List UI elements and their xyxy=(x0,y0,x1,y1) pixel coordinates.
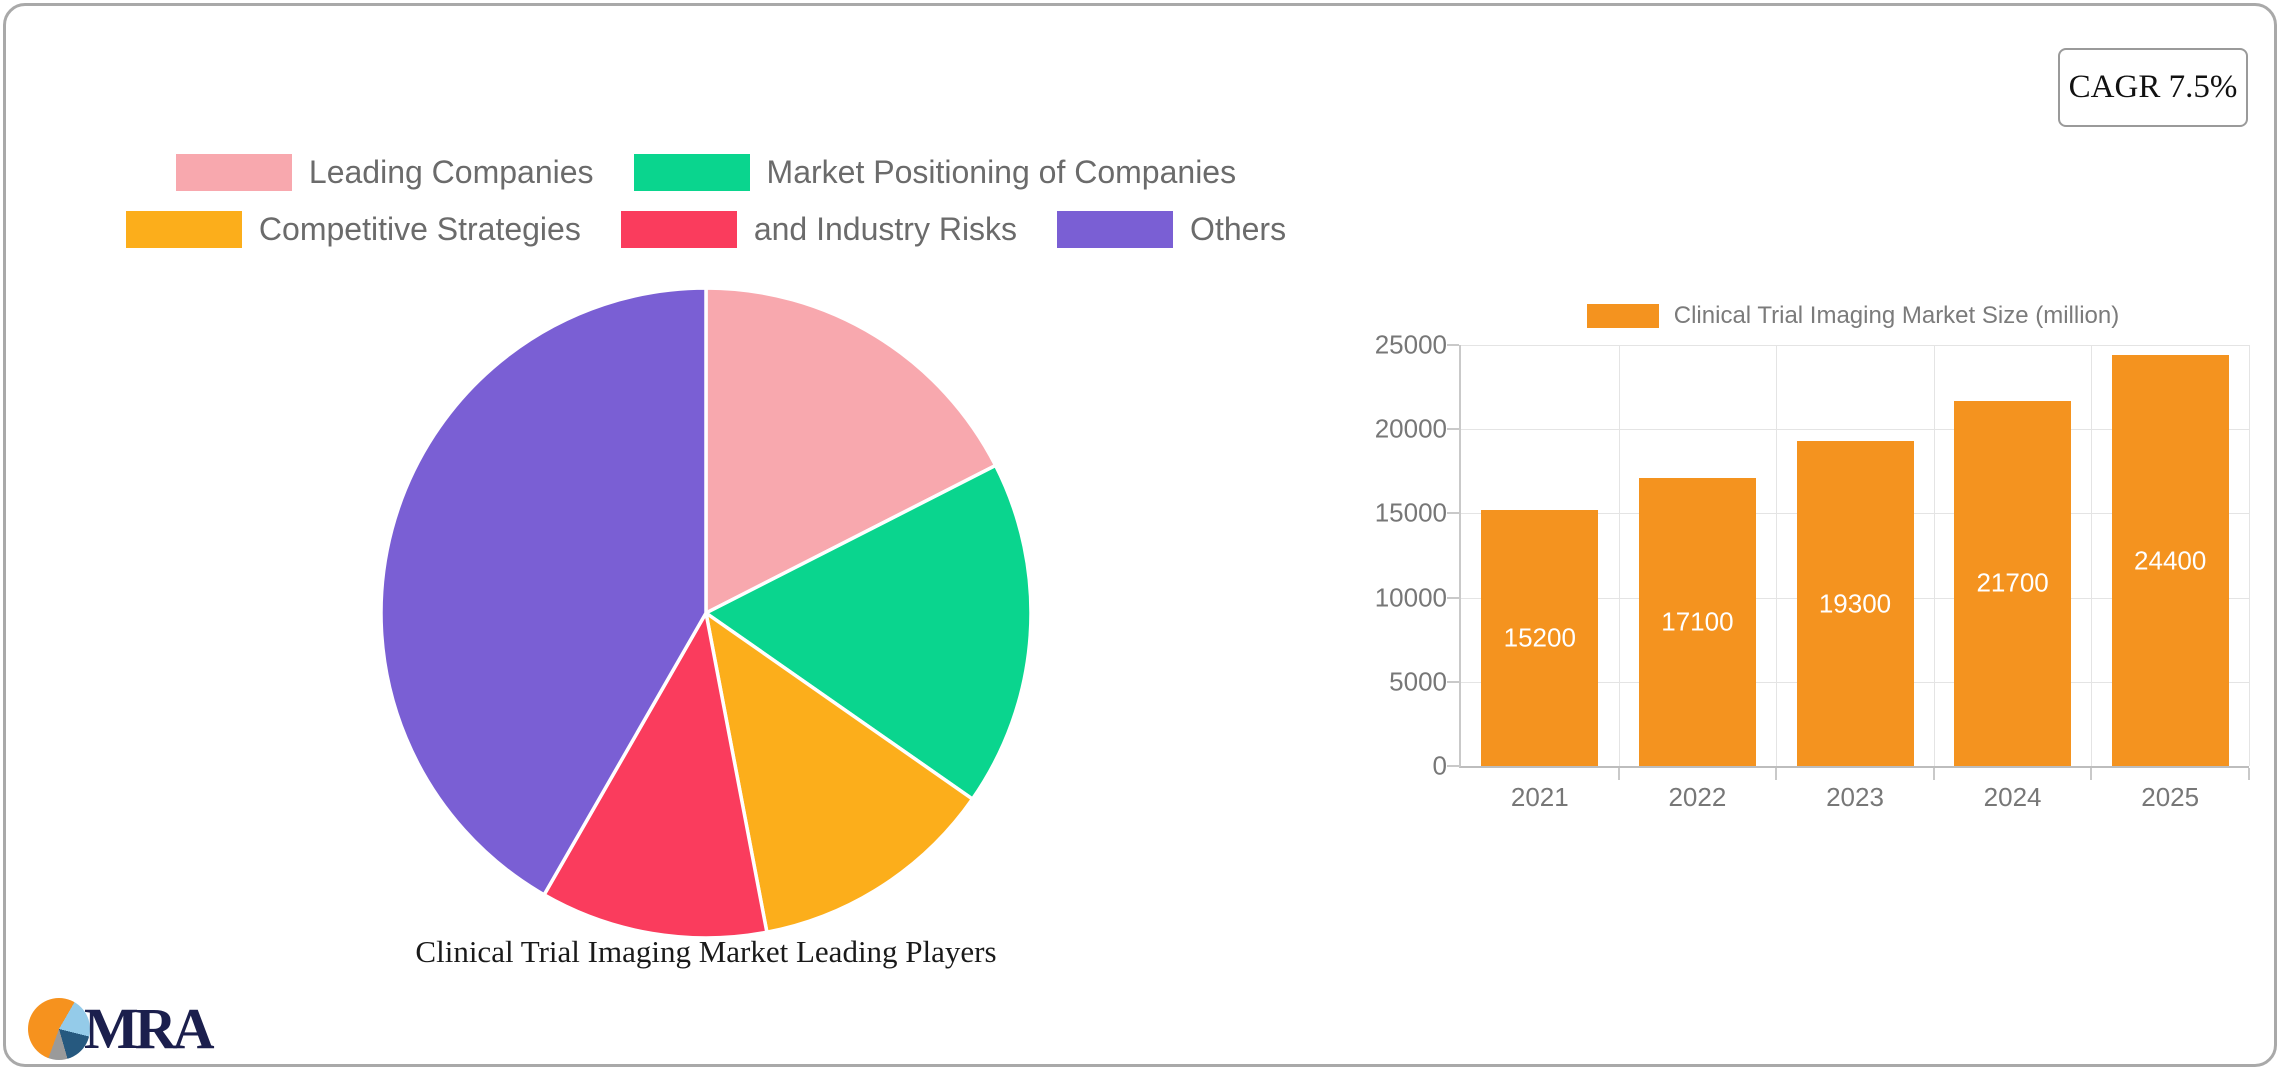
x-gridline xyxy=(1933,345,1935,766)
legend-item-label: and Industry Risks xyxy=(753,211,1018,247)
legend-item-industry-risks[interactable]: and Industry Risks xyxy=(620,211,1018,248)
x-tick-mark xyxy=(1932,768,1935,780)
bar-value-label: 21700 xyxy=(1976,567,2049,598)
bar-2025[interactable]: 24400 xyxy=(2111,355,2229,766)
y-tick-mark xyxy=(1447,596,1459,599)
x-tick-mark xyxy=(1775,768,1778,780)
bar-chart-legend[interactable]: Clinical Trial Imaging Market Size (mill… xyxy=(1459,302,2247,330)
bar-2024[interactable]: 21700 xyxy=(1954,400,2072,766)
report-card: CAGR 7.5% Leading Companies Market Posit… xyxy=(3,3,2277,1067)
bar-2023[interactable]: 19300 xyxy=(1796,441,1914,766)
legend-item-competitive-strategies[interactable]: Competitive Strategies xyxy=(125,211,581,248)
legend-swatch-icon xyxy=(620,211,737,248)
legend-item-label: Market Positioning of Companies xyxy=(766,154,1237,190)
pie-slice-0[interactable] xyxy=(704,286,998,615)
legend-swatch-icon xyxy=(175,154,292,191)
y-axis-tick-label: 5000 xyxy=(1389,666,1447,697)
y-tick-mark xyxy=(1447,344,1459,346)
bar-2022[interactable]: 17100 xyxy=(1638,478,1756,766)
legend-swatch-icon xyxy=(1057,211,1174,248)
bar-2021[interactable]: 15200 xyxy=(1481,510,1599,766)
legend-item-label: Competitive Strategies xyxy=(258,211,581,247)
x-axis-tick-label: 2024 xyxy=(1983,782,2042,812)
y-gridline xyxy=(1461,429,2249,431)
legend-item-label: Others xyxy=(1190,211,1287,247)
x-gridline xyxy=(2249,345,2250,766)
logo-text: MRA xyxy=(84,996,215,1061)
pie-slice-1[interactable] xyxy=(704,463,1033,801)
legend-swatch-icon xyxy=(125,211,242,248)
bar-chart: Clinical Trial Imaging Market Size (mill… xyxy=(1375,302,2271,842)
cagr-badge-label: CAGR 7.5% xyxy=(2068,69,2238,105)
legend-item-market-positioning[interactable]: Market Positioning of Companies xyxy=(633,154,1237,191)
pie-legend-row-1: Leading Companies Market Positioning of … xyxy=(106,154,1306,191)
mra-logo: MRA xyxy=(28,996,215,1061)
legend-swatch-icon xyxy=(1586,304,1659,328)
x-tick-mark xyxy=(1617,768,1620,780)
bar-legend-label: Clinical Trial Imaging Market Size (mill… xyxy=(1673,302,2120,329)
pie-slice-4[interactable] xyxy=(379,286,708,897)
x-axis-tick-label: 2023 xyxy=(1826,782,1884,812)
x-axis-tick-label: 2025 xyxy=(2141,782,2200,812)
x-gridline xyxy=(2091,345,2093,766)
x-gridline xyxy=(1618,345,1620,766)
y-tick-mark xyxy=(1447,512,1459,515)
y-axis-tick-label: 25000 xyxy=(1374,329,1447,360)
x-gridline xyxy=(1776,345,1778,766)
x-axis-tick-label: 2021 xyxy=(1510,782,1569,812)
pie-legend: Leading Companies Market Positioning of … xyxy=(106,154,1306,268)
x-tick-mark xyxy=(2090,768,2093,780)
logo-pie-icon xyxy=(28,998,90,1060)
legend-item-label: Leading Companies xyxy=(308,154,594,190)
bar-value-label: 24400 xyxy=(2134,545,2207,576)
y-axis-tick-label: 0 xyxy=(1432,750,1447,781)
bar-value-label: 15200 xyxy=(1503,622,1576,653)
bar-value-label: 19300 xyxy=(1818,588,1892,618)
pie-slice-3[interactable] xyxy=(542,611,769,940)
bar-chart-plot-area: 0 5000 10000 15000 20000 25000 2021 2022 2023 202… xyxy=(1375,330,2250,812)
pie-chart-canvas xyxy=(379,286,1033,940)
pie-legend-row-2: Competitive Strategies and Industry Risk… xyxy=(106,211,1306,248)
x-tick-mark xyxy=(2248,768,2250,780)
legend-swatch-icon xyxy=(633,154,750,191)
y-axis-tick-label: 15000 xyxy=(1374,497,1447,528)
legend-item-others[interactable]: Others xyxy=(1057,211,1286,248)
pie-slice-2[interactable] xyxy=(704,611,975,934)
y-tick-mark xyxy=(1447,765,1459,767)
y-axis-tick-label: 20000 xyxy=(1374,413,1447,444)
legend-item-leading-companies[interactable]: Leading Companies xyxy=(175,154,594,191)
y-gridline xyxy=(1461,345,2249,346)
y-tick-mark xyxy=(1447,428,1459,431)
pie-chart-title: Clinical Trial Imaging Market Leading Pl… xyxy=(415,934,997,969)
y-axis-tick-label: 10000 xyxy=(1374,582,1447,613)
x-axis-tick-label: 2022 xyxy=(1668,782,1727,812)
bar-value-label: 17100 xyxy=(1661,606,1734,637)
cagr-badge: CAGR 7.5% xyxy=(2058,48,2248,127)
pie-chart xyxy=(376,283,1036,943)
y-tick-mark xyxy=(1447,680,1459,683)
